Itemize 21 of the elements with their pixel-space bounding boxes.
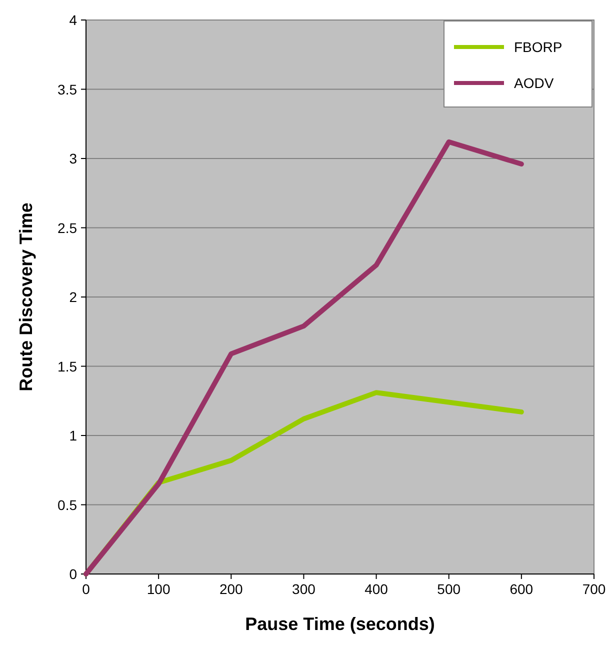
x-tick-label: 100: [146, 581, 170, 597]
x-tick-label: 300: [292, 581, 316, 597]
x-tick-label: 200: [219, 581, 244, 597]
y-tick-label: 4: [69, 12, 78, 28]
x-tick-label: 700: [582, 581, 606, 597]
x-tick-label: 0: [82, 581, 90, 597]
x-tick-label: 500: [437, 581, 461, 597]
y-tick-label: 2: [69, 289, 78, 305]
x-tick-label: 600: [510, 581, 534, 597]
y-tick-label: 3.5: [58, 81, 78, 98]
y-tick-label: 1: [69, 428, 78, 444]
x-axis-title: Pause Time (seconds): [245, 614, 435, 634]
y-tick-label: 3: [69, 150, 78, 166]
x-tick-label: 400: [364, 581, 388, 597]
y-tick-label: 0: [69, 566, 78, 582]
y-axis-title: Route Discovery Time: [16, 202, 36, 392]
legend-label: FBORP: [514, 39, 562, 55]
y-tick-label: 0.5: [58, 496, 78, 513]
y-tick-label: 1.5: [58, 358, 78, 374]
legend-label: AODV: [514, 75, 554, 91]
y-tick-label: 2.5: [58, 220, 78, 236]
